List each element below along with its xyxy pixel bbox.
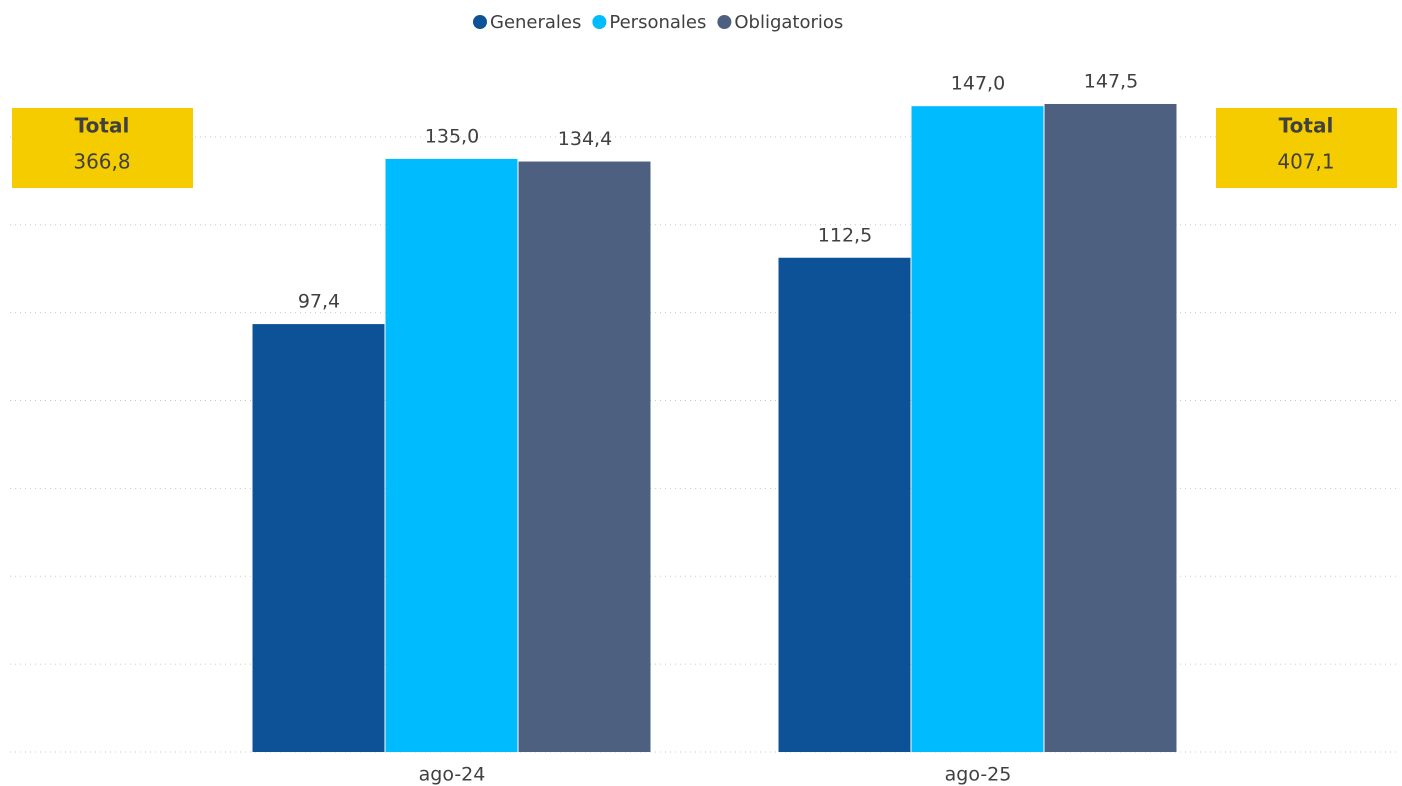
bar <box>911 106 1044 753</box>
legend-label: Personales <box>609 12 706 33</box>
legend-label: Obligatorios <box>734 12 843 33</box>
bar <box>252 324 385 752</box>
x-tick-label: ago-25 <box>945 764 1012 786</box>
data-label: 97,4 <box>298 291 340 313</box>
total-box <box>12 108 193 188</box>
total-value: 407,1 <box>1277 150 1334 174</box>
legend-marker <box>717 15 732 29</box>
legend-marker <box>592 15 607 29</box>
total-title: Total <box>1279 114 1334 138</box>
bar <box>518 161 651 752</box>
total-value: 366,8 <box>73 150 130 174</box>
data-label: 134,4 <box>558 128 612 150</box>
total-box <box>1216 108 1397 188</box>
total-title: Total <box>75 114 130 138</box>
data-label: 112,5 <box>818 224 872 246</box>
legend-label: Generales <box>490 12 581 33</box>
bar <box>1044 103 1177 752</box>
data-label: 147,5 <box>1084 70 1138 92</box>
bar <box>385 158 518 752</box>
legend-marker <box>473 15 487 29</box>
data-label: 147,0 <box>951 73 1005 95</box>
x-tick-label: ago-24 <box>419 764 486 786</box>
bar <box>778 257 911 752</box>
data-label: 135,0 <box>425 125 479 147</box>
